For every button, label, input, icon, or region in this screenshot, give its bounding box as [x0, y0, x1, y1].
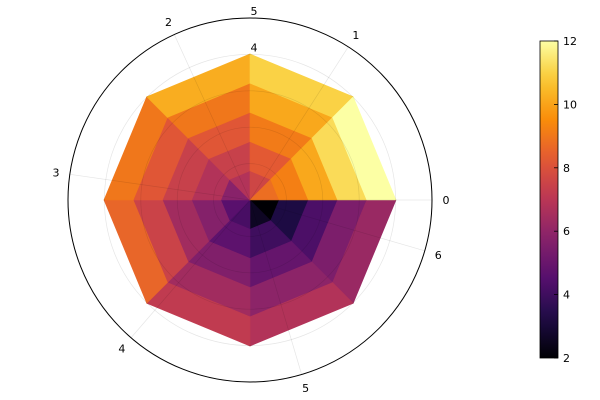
- colorbar: 2 4 6 8 10 12: [539, 35, 577, 365]
- heatmap-cells: [103, 53, 397, 347]
- colorbar-tick-label-12: 12: [563, 35, 577, 48]
- heat-cell-r5-s8: [332, 96, 397, 201]
- radial-grid-circle-2: [176, 126, 324, 274]
- radial-grid-circle-3: [140, 90, 360, 310]
- angular-grid-line-3: [69, 173, 251, 201]
- angular-tick-label-4: 4: [118, 342, 125, 355]
- angular-grid-line-4: [130, 199, 251, 338]
- colorbar-tick-label-2: 2: [563, 352, 570, 365]
- colorbar-tick-label-6: 6: [563, 225, 570, 238]
- angular-tick-label-2: 2: [165, 16, 172, 29]
- polar-axis-frame: [67, 17, 433, 383]
- radial-grid-circle-1: [213, 163, 287, 237]
- colorbar-gradient: [539, 40, 559, 359]
- angular-grid-line-6: [249, 199, 425, 252]
- angular-grid-line-1: [249, 46, 349, 201]
- colorbar-tick-label-8: 8: [563, 162, 570, 175]
- radial-tick-label-5: 5: [251, 5, 258, 18]
- angular-tick-label-3: 3: [52, 166, 59, 179]
- radial-tick-label-4: 4: [251, 41, 258, 54]
- angular-tick-label-1: 1: [352, 29, 359, 42]
- angular-grid-line-2: [173, 34, 251, 201]
- colorbar-tick-label-4: 4: [563, 289, 570, 302]
- colorbar-tick-label-10: 10: [563, 98, 577, 111]
- angular-grid-line-5: [249, 199, 302, 375]
- angular-tick-label-0: 0: [443, 194, 450, 207]
- angular-tick-label-6: 6: [435, 249, 442, 262]
- radial-grid-circle-4: [104, 54, 396, 346]
- angular-tick-label-5: 5: [302, 382, 309, 395]
- angular-tick-labels: 0 1 2 3 4 5 6 4 5: [52, 5, 449, 395]
